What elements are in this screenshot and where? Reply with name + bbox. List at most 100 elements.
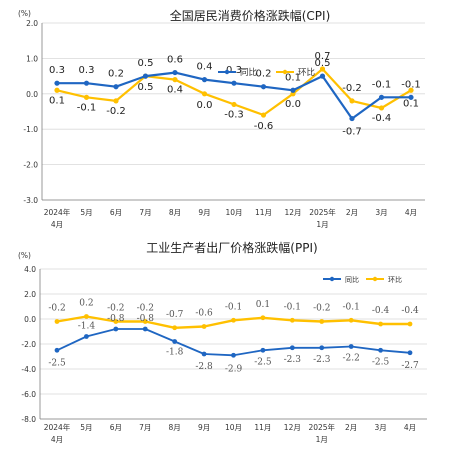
cpi-point-yoy: [319, 73, 326, 79]
ppi-point-mom: [407, 321, 413, 327]
ppi-data-label-mom: 0.2: [79, 299, 93, 309]
ppi-legend-marker-yoy: [329, 276, 335, 282]
ppi-x-tick-label: 2月: [345, 423, 357, 432]
ppi-point-yoy: [201, 351, 207, 357]
ppi-data-label-mom: -0.4: [401, 306, 419, 316]
cpi-point-yoy: [408, 94, 414, 100]
cpi-point-yoy: [260, 84, 267, 90]
cpi-legend-label-yoy: 同比: [240, 67, 257, 78]
ppi-point-yoy: [289, 345, 295, 351]
cpi-data-label-mom: -0.2: [342, 83, 362, 94]
cpi-unit-label: (%): [18, 9, 31, 18]
cpi-x-tick-label: 5月: [80, 208, 92, 217]
cpi-data-label-mom: 0.7: [315, 51, 331, 62]
ppi-point-yoy: [84, 334, 89, 339]
ppi-data-label-mom: -0.2: [137, 304, 154, 314]
ppi-x-tick-label: 4月: [404, 423, 416, 432]
ppi-point-mom: [260, 315, 266, 321]
ppi-point-yoy: [54, 347, 60, 353]
cpi-point-mom: [54, 87, 60, 93]
ppi-data-label-yoy: -2.2: [342, 354, 359, 364]
ppi-x-tick-label: 10月: [225, 423, 242, 432]
cpi-x-tick-sublabel: 4月: [51, 220, 63, 229]
cpi-data-label-yoy: 0.4: [197, 62, 213, 73]
cpi-y-tick-label: -3.0: [23, 196, 38, 205]
cpi-point-yoy: [142, 73, 149, 79]
ppi-point-yoy: [348, 344, 354, 349]
cpi-data-label-yoy: 0.1: [285, 72, 301, 83]
cpi-point-mom: [201, 91, 208, 97]
cpi-data-label-mom: 0.1: [49, 95, 65, 106]
ppi-x-tick-label: 2024年: [44, 422, 71, 432]
cpi-x-tick-label: 7月: [139, 208, 151, 217]
cpi-point-mom: [83, 94, 90, 100]
ppi-point-yoy: [260, 347, 266, 353]
cpi-point-mom: [172, 77, 178, 83]
ppi-point-mom: [84, 314, 89, 319]
cpi-point-yoy: [349, 115, 355, 122]
ppi-point-yoy: [172, 339, 178, 344]
cpi-data-label-yoy: -0.7: [342, 127, 362, 138]
cpi-data-label-yoy: 0.3: [49, 65, 65, 76]
ppi-x-tick-sublabel: 1月: [316, 435, 328, 444]
ppi-data-label-yoy: -2.8: [195, 362, 213, 372]
cpi-y-tick-label: -2.0: [23, 161, 38, 170]
cpi-data-label-yoy: 0.5: [315, 58, 331, 69]
cpi-chart: 全国居民消费价格涨跌幅(CPI) (%)2.0 1.0 0.0 -1.0 -2.0 -3.0…: [18, 8, 425, 229]
cpi-data-label-mom: 0.0: [285, 99, 301, 110]
cpi-data-label-mom: 0.5: [138, 82, 154, 93]
cpi-title: 全国居民消费价格涨跌幅(CPI): [170, 8, 331, 23]
cpi-data-label-yoy: 0.3: [79, 65, 95, 76]
ppi-legend-marker-mom: [372, 276, 378, 282]
cpi-point-mom: [260, 112, 267, 118]
cpi-point-mom: [349, 98, 355, 104]
ppi-data-label-yoy: -2.5: [372, 357, 390, 367]
ppi-y-tick-label: 2.0: [24, 290, 36, 299]
cpi-point-mom: [231, 101, 237, 108]
cpi-point-mom: [113, 98, 119, 104]
ppi-point-yoy: [142, 326, 148, 332]
ppi-y-tick-label: -2.0: [21, 340, 36, 349]
ppi-point-mom: [142, 319, 148, 324]
cpi-data-label-mom: -0.4: [372, 113, 392, 124]
ppi-y-tick-label: -4.0: [21, 365, 36, 374]
ppi-data-label-yoy: -2.3: [284, 355, 302, 365]
cpi-legend-label-mom: 环比: [298, 67, 315, 78]
ppi-x-tick-label: 8月: [169, 423, 181, 432]
cpi-point-yoy: [54, 80, 60, 86]
cpi-data-label-mom: -0.2: [106, 106, 126, 117]
ppi-point-mom: [231, 317, 236, 323]
cpi-data-label-mom: 0.1: [403, 98, 419, 109]
ppi-data-label-yoy: -1.8: [166, 348, 184, 358]
cpi-y-tick-label: 1.0: [26, 54, 38, 63]
cpi-point-yoy: [290, 87, 296, 93]
ppi-x-tick-label: 11月: [254, 423, 271, 432]
cpi-x-tick-label: 2025年: [309, 207, 336, 217]
ppi-data-label-yoy: -2.7: [401, 361, 419, 371]
cpi-x-tick-label: 4月: [405, 208, 417, 217]
ppi-point-yoy: [319, 345, 325, 351]
ppi-data-label-yoy: -2.5: [48, 358, 66, 368]
ppi-data-label-mom: -0.1: [342, 302, 359, 312]
ppi-point-yoy: [231, 352, 236, 358]
cpi-y-tick-label: 2.0: [26, 19, 38, 28]
ppi-point-mom: [348, 317, 354, 323]
ppi-data-label-mom: -0.2: [313, 304, 330, 314]
ppi-point-mom: [172, 325, 178, 331]
cpi-x-tick-label: 2024年: [44, 207, 71, 217]
cpi-x-tick-label: 9月: [198, 208, 210, 217]
cpi-x-tick-label: 8月: [169, 208, 181, 217]
ppi-unit-label: (%): [18, 251, 31, 260]
cpi-x-tick-sublabel: 1月: [316, 220, 328, 229]
cpi-data-label-mom: 0.4: [167, 85, 183, 96]
ppi-data-label-mom: -0.1: [225, 302, 242, 312]
ppi-x-tick-label: 7月: [139, 423, 151, 432]
cpi-x-tick-label: 12月: [284, 208, 301, 217]
cpi-legend-marker-yoy: [224, 69, 230, 75]
cpi-point-mom: [378, 105, 385, 111]
ppi-data-label-mom: 0.1: [256, 300, 270, 310]
cpi-x-tick-label: 6月: [110, 208, 122, 217]
ppi-point-mom: [289, 317, 295, 323]
cpi-data-label-yoy: 0.2: [108, 69, 124, 80]
ppi-data-label-mom: -0.6: [195, 309, 213, 319]
